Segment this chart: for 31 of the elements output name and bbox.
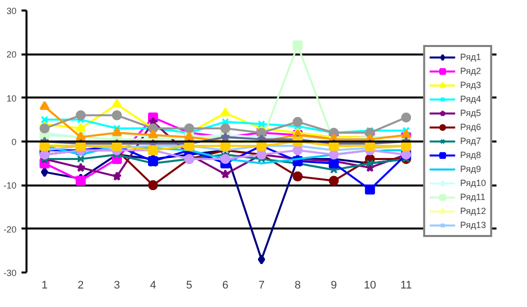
legend-label: Ряд11: [460, 191, 486, 203]
x-tick-label: 11: [400, 280, 412, 292]
x-tick-label: 9: [330, 280, 337, 292]
x-tick-label: 10: [364, 280, 376, 292]
y-tick-label: 0: [11, 137, 17, 147]
x-tick-label: 3: [114, 280, 120, 292]
x-tick-label: 5: [186, 280, 192, 292]
legend-label: Ряд7: [460, 135, 481, 147]
y-tick-label: -30: [3, 268, 17, 278]
legend-label: Ряд10: [460, 177, 486, 189]
y-tick-label: 30: [6, 6, 17, 16]
y-tick-label: -20: [3, 224, 17, 234]
x-tick-label: 2: [78, 280, 84, 292]
y-tick-label: 10: [6, 93, 17, 104]
legend-label: Ряд2: [460, 65, 481, 77]
legend-label: Ряд8: [460, 149, 481, 161]
x-tick-label: 7: [258, 280, 265, 292]
legend-label: Ряд3: [460, 79, 481, 91]
legend-label: Ряд12: [460, 205, 486, 217]
x-tick-label: 1: [42, 280, 48, 292]
legend-label: Ряд4: [460, 93, 481, 105]
legend-label: Ряд13: [460, 219, 486, 231]
x-tick-label: 6: [222, 280, 228, 292]
legend-label: Ряд9: [460, 163, 481, 175]
legend-label: Ряд1: [460, 51, 481, 63]
x-tick-label: 8: [294, 280, 301, 292]
y-tick-label: 20: [6, 50, 17, 60]
y-tick-label: -10: [3, 180, 17, 191]
x-tick-label: 4: [150, 280, 156, 292]
legend-label: Ряд6: [460, 121, 481, 133]
legend-label: Ряд5: [460, 107, 481, 119]
